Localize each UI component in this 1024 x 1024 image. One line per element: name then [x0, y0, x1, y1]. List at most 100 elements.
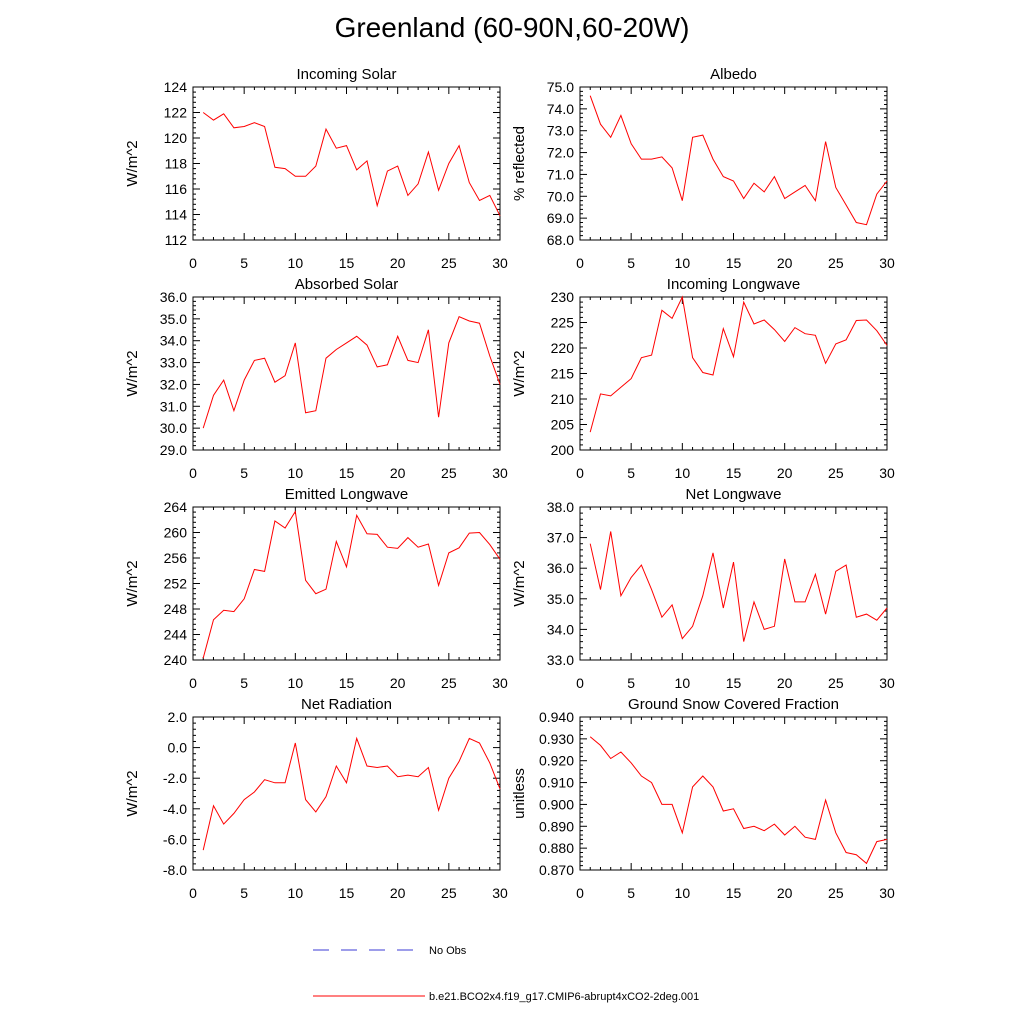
y-tick-label: 0.930	[539, 731, 574, 747]
x-tick-label: 15	[339, 885, 355, 901]
x-tick-label: 0	[576, 465, 584, 481]
y-tick-label: 240	[164, 652, 188, 668]
y-tick-label: 2.0	[168, 709, 188, 725]
y-tick-label: 29.0	[160, 442, 187, 458]
x-tick-label: 30	[492, 675, 508, 691]
x-tick-label: 15	[726, 255, 742, 271]
x-tick-label: 0	[576, 675, 584, 691]
plot-frame	[192, 86, 501, 241]
x-tick-label: 10	[675, 675, 691, 691]
x-tick-label: 10	[288, 465, 304, 481]
x-tick-label: 25	[828, 675, 844, 691]
plot-frame	[579, 716, 888, 871]
x-tick-label: 25	[441, 885, 457, 901]
x-tick-label: 15	[726, 675, 742, 691]
x-tick-label: 0	[189, 465, 197, 481]
x-tick-label: 5	[240, 885, 248, 901]
y-tick-label: 225	[551, 315, 575, 331]
y-tick-label: 0.910	[539, 775, 574, 791]
chart-title: Incoming Longwave	[667, 276, 800, 293]
chart-5: Emitted Longwave W/m^2 0 5 10 15 20 25 30 240 244 2…	[124, 486, 508, 691]
y-tick-label: 30.0	[160, 420, 187, 436]
y-tick-label: 73.0	[547, 123, 574, 139]
chart-title: Emitted Longwave	[285, 486, 408, 503]
y-tick-label: 34.0	[547, 621, 574, 637]
y-tick-label: 215	[551, 366, 575, 382]
y-tick-label: -4.0	[163, 801, 187, 817]
y-tick-label: 71.0	[547, 166, 574, 182]
y-axis-label: unitless	[511, 768, 528, 819]
page-title: Greenland (60-90N,60-20W)	[334, 12, 690, 43]
y-tick-label: 118	[165, 156, 188, 172]
x-tick-label: 30	[492, 885, 508, 901]
series-line	[589, 736, 888, 865]
chart-3: Absorbed Solar W/m^2 0 5 10 15 20 25 30 29.0 30.0 3…	[124, 276, 508, 481]
x-tick-label: 15	[339, 255, 355, 271]
series-line	[589, 531, 888, 642]
x-tick-label: 25	[828, 885, 844, 901]
y-tick-label: -6.0	[163, 831, 187, 847]
chart-title: Absorbed Solar	[295, 276, 398, 293]
series-line	[202, 736, 501, 851]
x-tick-label: 5	[240, 255, 248, 271]
y-tick-label: 200	[551, 442, 575, 458]
y-axis-label: W/m^2	[511, 350, 528, 396]
y-axis-label: % reflected	[511, 126, 528, 201]
chart-6: Net Longwave W/m^2 0 5 10 15 20 25 30 33.0 34.0 35.…	[511, 486, 895, 691]
y-tick-label: 35.0	[160, 311, 187, 327]
x-tick-label: 10	[675, 885, 691, 901]
y-tick-label: 72.0	[547, 145, 574, 161]
series-line	[202, 510, 501, 659]
y-axis-label: W/m^2	[124, 140, 141, 186]
y-tick-label: -8.0	[163, 862, 187, 878]
x-tick-label: 20	[390, 885, 406, 901]
x-tick-label: 10	[288, 885, 304, 901]
y-tick-label: 264	[164, 499, 188, 515]
y-tick-label: 210	[551, 391, 575, 407]
chart-title: Net Radiation	[301, 696, 392, 713]
x-tick-label: 20	[390, 675, 406, 691]
chart-title: Net Longwave	[686, 486, 782, 503]
x-tick-label: 5	[627, 255, 635, 271]
x-tick-label: 5	[240, 675, 248, 691]
series-line	[202, 316, 501, 429]
y-tick-label: 0.920	[539, 753, 574, 769]
plot-frame	[579, 506, 888, 661]
x-tick-label: 0	[189, 675, 197, 691]
x-tick-label: 30	[879, 675, 895, 691]
x-tick-label: 0	[189, 255, 197, 271]
y-tick-label: 124	[164, 79, 188, 95]
x-tick-label: 20	[777, 255, 793, 271]
y-tick-label: 120	[164, 130, 188, 146]
y-tick-label: 0.880	[539, 840, 574, 856]
y-axis-label: W/m^2	[511, 560, 528, 606]
y-tick-label: 122	[164, 105, 188, 121]
x-tick-label: 5	[627, 675, 635, 691]
x-tick-label: 30	[492, 255, 508, 271]
x-tick-label: 15	[339, 465, 355, 481]
series-line	[589, 95, 888, 226]
chart-title: Albedo	[710, 66, 757, 83]
x-tick-label: 20	[390, 465, 406, 481]
plot-frame	[192, 296, 501, 451]
x-tick-label: 25	[828, 465, 844, 481]
y-tick-label: 68.0	[547, 232, 574, 248]
y-tick-label: 37.0	[547, 530, 574, 546]
series-line	[589, 295, 888, 433]
x-tick-label: 5	[627, 465, 635, 481]
y-axis-label: W/m^2	[124, 350, 141, 396]
x-tick-label: 20	[777, 465, 793, 481]
y-tick-label: 74.0	[547, 101, 574, 117]
plot-frame	[192, 716, 501, 871]
y-axis-label: W/m^2	[124, 560, 141, 606]
x-tick-label: 15	[726, 465, 742, 481]
y-tick-label: -2.0	[163, 770, 187, 786]
x-tick-label: 15	[339, 675, 355, 691]
x-tick-label: 30	[492, 465, 508, 481]
y-tick-label: 70.0	[547, 188, 574, 204]
x-tick-label: 30	[879, 465, 895, 481]
y-tick-label: 230	[551, 289, 575, 305]
y-tick-label: 69.0	[547, 210, 574, 226]
y-tick-label: 260	[164, 525, 188, 541]
